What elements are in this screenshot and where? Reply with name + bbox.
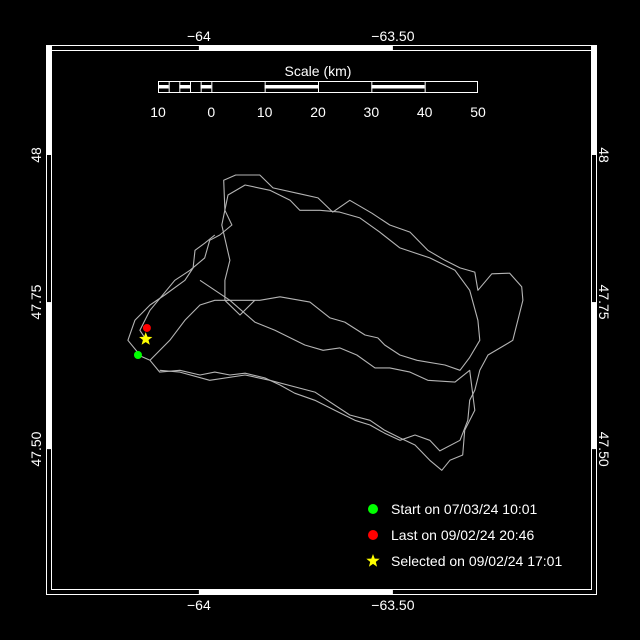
axis-tick-labels: −64 −64 −63.50 −63.50 48 48 47.75 47.75 47.50 47.… bbox=[28, 28, 612, 613]
scale-bar-segment bbox=[179, 85, 190, 89]
green-circle-icon bbox=[368, 504, 378, 514]
scale-bar-tick-label: 30 bbox=[364, 104, 380, 120]
lon-tick-label-top: −64 bbox=[187, 28, 211, 44]
map-frame bbox=[46, 45, 597, 595]
track-line bbox=[149, 184, 481, 371]
scale-bar-title: Scale (km) bbox=[285, 63, 352, 79]
lat-tick-label-right: 47.50 bbox=[596, 432, 612, 467]
frame-band-left bbox=[46, 302, 52, 450]
scale-bar: Scale (km) 10 0 10 20 30 40 50 bbox=[150, 63, 486, 120]
track-markers bbox=[133, 323, 153, 359]
lon-tick-label-bottom: −64 bbox=[187, 597, 211, 613]
legend-label: Last on 09/02/24 20:46 bbox=[391, 527, 534, 543]
frame-band-top bbox=[198, 45, 393, 51]
frame-band-bottom bbox=[198, 589, 393, 595]
scale-bar-tick-label: 0 bbox=[207, 104, 215, 120]
lat-tick-label-left: 48 bbox=[28, 147, 44, 163]
legend-label: Start on 07/03/24 10:01 bbox=[391, 501, 538, 517]
scale-bar-segment bbox=[158, 85, 169, 89]
lon-tick-label-bottom: −63.50 bbox=[371, 597, 414, 613]
scale-bar-tick-label: 10 bbox=[257, 104, 273, 120]
track-line bbox=[159, 279, 476, 471]
red-circle-icon bbox=[368, 530, 378, 540]
frame-band-right bbox=[591, 45, 597, 155]
lat-tick-label-right: 48 bbox=[596, 147, 612, 163]
lat-tick-label-left: 47.50 bbox=[28, 431, 44, 466]
scale-bar-tick-label: 10 bbox=[150, 104, 166, 120]
track-line bbox=[127, 234, 216, 356]
track-line bbox=[137, 174, 524, 452]
scale-bar-tick-label: 50 bbox=[470, 104, 486, 120]
last-marker bbox=[142, 323, 151, 332]
legend: Start on 07/03/24 10:01 Last on 09/02/24 … bbox=[366, 501, 562, 569]
scale-bar-tick-label: 40 bbox=[417, 104, 433, 120]
lon-tick-label-top: −63.50 bbox=[371, 28, 414, 44]
scale-bar-segment bbox=[200, 85, 212, 89]
scale-bar-segment bbox=[371, 85, 425, 89]
yellow-star-icon bbox=[366, 554, 380, 567]
start-marker bbox=[133, 351, 142, 359]
lat-tick-label-left: 47.75 bbox=[28, 284, 44, 319]
frame-band-left bbox=[46, 45, 52, 155]
frame-band-right bbox=[591, 302, 597, 450]
legend-label: Selected on 09/02/24 17:01 bbox=[391, 553, 562, 569]
scale-bar-segment bbox=[264, 85, 318, 89]
scale-bar-tick-label: 20 bbox=[310, 104, 326, 120]
lat-tick-label-right: 47.75 bbox=[596, 285, 612, 320]
selected-star-marker bbox=[139, 332, 153, 345]
track-lines bbox=[127, 174, 524, 471]
